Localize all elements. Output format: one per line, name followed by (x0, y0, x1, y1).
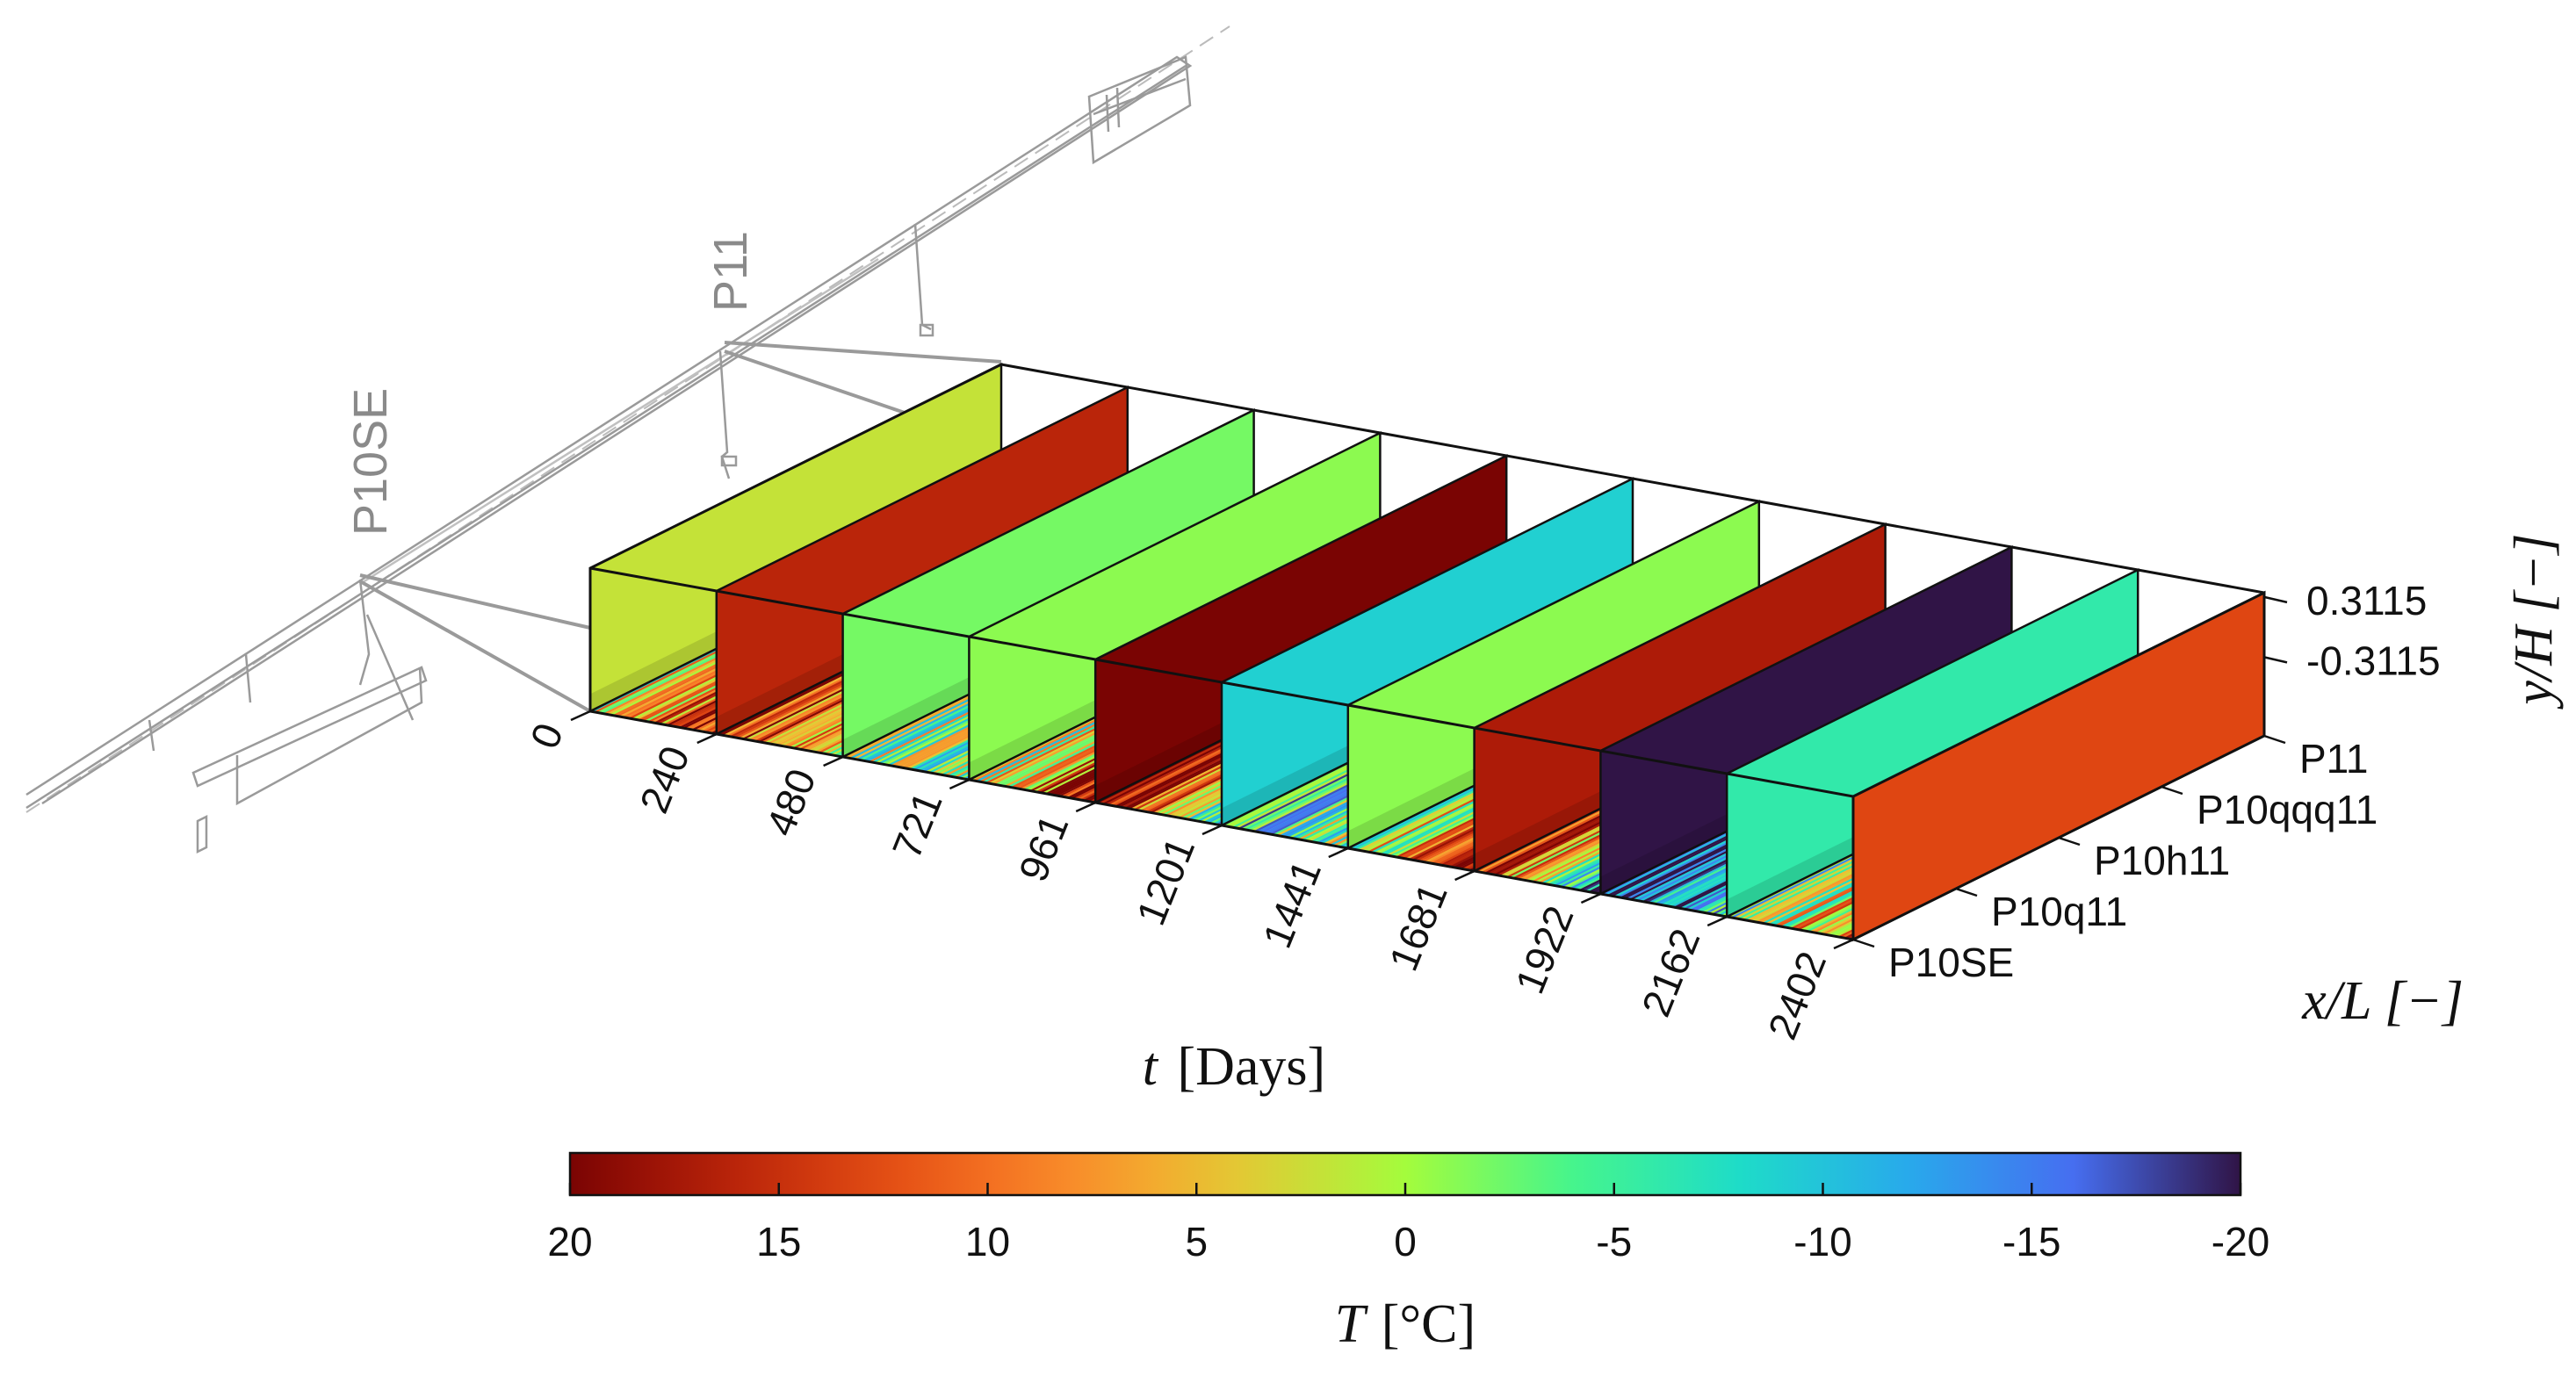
bridge-label-p11: P11 (704, 231, 757, 312)
t-axis-tick (949, 778, 970, 790)
t-axis-tick (570, 710, 591, 722)
t-axis-tick-label: 480 (757, 762, 825, 842)
colorbar-tick-label: 10 (965, 1219, 1010, 1264)
connector-p10se-top (359, 573, 591, 630)
colorbar-tick-label: 0 (1394, 1219, 1417, 1264)
colorbar-title-unit: [°C] (1382, 1294, 1476, 1354)
bridge-post-bases (720, 323, 934, 467)
bridge-schematic (25, 25, 1230, 854)
colorbar: 20 15 10 5 0 -5 -10 -15 -20 T [°C] (547, 1151, 2269, 1354)
x-axis-tick-label: P10SE (1888, 940, 2014, 985)
t-axis-title-unit: [Days] (1177, 1037, 1325, 1097)
colorbar-title: T [°C] (1335, 1294, 1476, 1354)
t-axis-title-var: t (1143, 1037, 1159, 1097)
y-axis-tick (2263, 656, 2288, 664)
colorbar-tick-label: -5 (1596, 1219, 1632, 1264)
bridge-deck-outline (25, 55, 1193, 805)
colorbar-title-var: T (1335, 1294, 1369, 1354)
t-axis-tick (696, 732, 718, 745)
x-axis-title: x/L [−] (2301, 971, 2464, 1031)
t-axis-tick-label: 0 (521, 717, 572, 754)
t-axis-title: t [Days] (1143, 1037, 1325, 1097)
y-axis-tick (2263, 595, 2288, 604)
x-axis-tick-label: P10h11 (2094, 838, 2230, 883)
x-axis-tick (2263, 734, 2286, 745)
colorbar-ticks: 20 15 10 5 0 -5 -10 -15 -20 (547, 1183, 2269, 1264)
t-axis-tick (1075, 801, 1096, 813)
bridge-lower-chord (359, 257, 879, 586)
connector-p10se-bottom (359, 580, 591, 713)
x-axis-tick (2161, 785, 2183, 796)
t-axis-tick-label: 1922 (1506, 899, 1583, 999)
colorbar-tick-label: -10 (1793, 1219, 1851, 1264)
t-axis-tick (1580, 892, 1601, 904)
t-axis-tick (1707, 915, 1728, 927)
y-axis-tick-label: -0.3115 (2306, 638, 2441, 683)
x-axis-tick-label: P10q11 (1991, 889, 2127, 934)
y-axis-tick-label: 0.3115 (2306, 578, 2427, 623)
bridge-deck-edge (25, 64, 1187, 810)
bridge-p10se-block (196, 814, 208, 854)
t-axis-tick-label: 2162 (1633, 922, 1709, 1022)
x-axis-tick-label: P10qqq11 (2197, 787, 2378, 832)
t-axis-tick-label: 240 (631, 739, 698, 819)
bridge-p10se-frame (235, 666, 423, 806)
x-axis-tick (2058, 836, 2081, 846)
bridge-p10se-bracing (148, 579, 415, 752)
t-axis-tick-label: 1681 (1380, 876, 1456, 976)
bridge-p10se-girder (191, 666, 428, 788)
plot-outline (588, 363, 2266, 941)
bridge-end-detail (1093, 77, 1187, 116)
x-axis-ticks: P10SE P10q11 P10h11 P10qqq11 P11 (1852, 734, 2378, 985)
colorbar-tick-label: 15 (756, 1219, 801, 1264)
heatmap-plot: 0 240 480 721 961 1201 1441 1681 1922 2162 2402 P1… (521, 362, 2441, 1046)
t-axis-tick-label: 721 (884, 785, 951, 865)
bridge-centerline (25, 25, 1230, 813)
colorbar-tick-label: -15 (2002, 1219, 2060, 1264)
y-axis-title: y/H [−] (2504, 533, 2564, 710)
t-axis-tick-label: 961 (1010, 808, 1078, 888)
connector-p11-top (724, 341, 1002, 364)
t-axis-tick (1454, 869, 1476, 882)
section-connectors (359, 341, 1002, 713)
colorbar-tick-label: 5 (1185, 1219, 1208, 1264)
colorbar-tick-label: -20 (2212, 1219, 2269, 1264)
x-axis-tick-label: P11 (2299, 736, 2368, 782)
colorbar-tick-label: 20 (547, 1219, 592, 1264)
t-axis-tick (1201, 824, 1223, 836)
x-axis-tick (1852, 938, 1875, 948)
t-axis-tick-label: 1441 (1254, 854, 1331, 954)
bridge-end-support (1087, 55, 1192, 165)
t-axis-tick-label: 2402 (1759, 945, 1836, 1045)
t-axis-tick (1833, 938, 1854, 950)
x-axis-tick (1955, 887, 1978, 897)
t-axis-tick (823, 755, 844, 767)
bridge-end-posts (1105, 87, 1121, 133)
connector-p11-bottom (724, 349, 906, 414)
bridge-p11-post (718, 350, 731, 479)
y-axis-ticks: 0.3115 -0.3115 (2263, 578, 2441, 683)
t-axis-tick (1328, 846, 1349, 859)
t-axis-tick-label: 1201 (1128, 831, 1204, 931)
bridge-label-p10se: P10SE (344, 388, 397, 536)
